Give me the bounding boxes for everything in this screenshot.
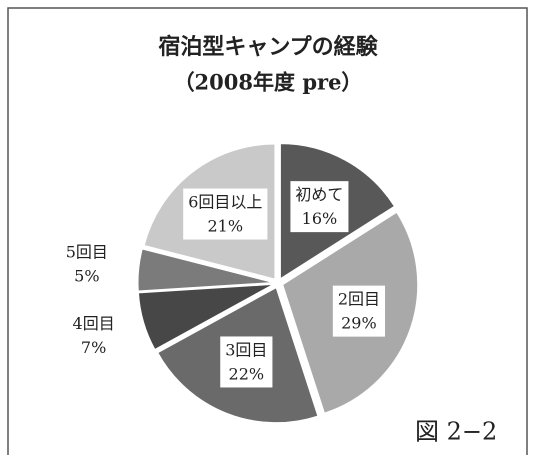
value-label: 29% bbox=[341, 314, 377, 333]
label-box bbox=[183, 188, 268, 240]
label-box bbox=[220, 336, 273, 388]
category-label: 初めて bbox=[295, 185, 343, 204]
chart-title: 宿泊型キャンプの経験 bbox=[158, 34, 378, 60]
value-label: 22% bbox=[229, 364, 265, 383]
figure-label: 図 2−2 bbox=[415, 418, 497, 446]
slice-label: 6回目以上 21% bbox=[183, 188, 268, 240]
chart-subtitle: （2008年度 pre） bbox=[174, 70, 363, 95]
value-label: 5% bbox=[74, 266, 99, 285]
value-label: 16% bbox=[302, 209, 338, 228]
value-label: 21% bbox=[208, 217, 244, 236]
category-label: 4回目 bbox=[73, 314, 115, 333]
pie-slice bbox=[137, 283, 274, 351]
pie-slice bbox=[137, 248, 274, 292]
category-label: 3回目 bbox=[225, 340, 267, 359]
value-label: 7% bbox=[81, 338, 106, 357]
slice-label: 初めて 16% bbox=[290, 181, 349, 233]
label-box bbox=[290, 181, 349, 233]
category-label: 5回目 bbox=[66, 242, 108, 261]
category-label: 6回目以上 bbox=[188, 193, 262, 212]
label-box bbox=[332, 285, 386, 337]
category-label: 2回目 bbox=[338, 290, 380, 309]
